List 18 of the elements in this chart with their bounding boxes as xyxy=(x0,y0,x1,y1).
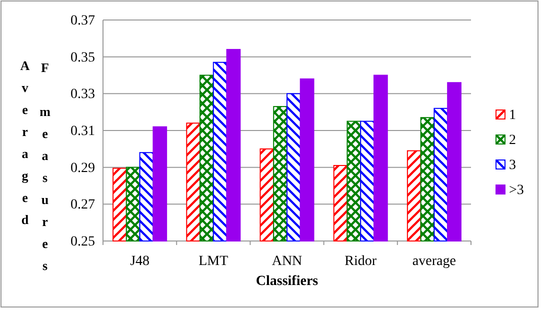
x-tick-label: LMT xyxy=(198,254,229,269)
y-tick-label: 0.35 xyxy=(70,50,95,66)
y-tick-label: 0.25 xyxy=(70,234,95,250)
legend-label: 1 xyxy=(509,108,516,123)
x-tick-label: average xyxy=(412,254,456,269)
legend-label: >3 xyxy=(509,183,524,198)
y-tick-label: 0.27 xyxy=(70,198,95,213)
x-tick-label: Ridor xyxy=(344,254,377,269)
y-tick-label: 0.31 xyxy=(70,124,95,139)
y-axis-title: Averaged F measures xyxy=(18,38,52,280)
x-axis-title: Classifiers xyxy=(256,274,319,289)
legend-label: 2 xyxy=(509,133,516,148)
y-tick-label: 0.29 xyxy=(70,160,95,176)
legend-label: 3 xyxy=(509,158,516,173)
y-tick-label: 0.33 xyxy=(70,87,95,102)
x-tick-label: ANN xyxy=(272,254,302,269)
y-tick-label: 0.37 xyxy=(70,13,95,28)
x-tick-label: J48 xyxy=(130,254,150,269)
